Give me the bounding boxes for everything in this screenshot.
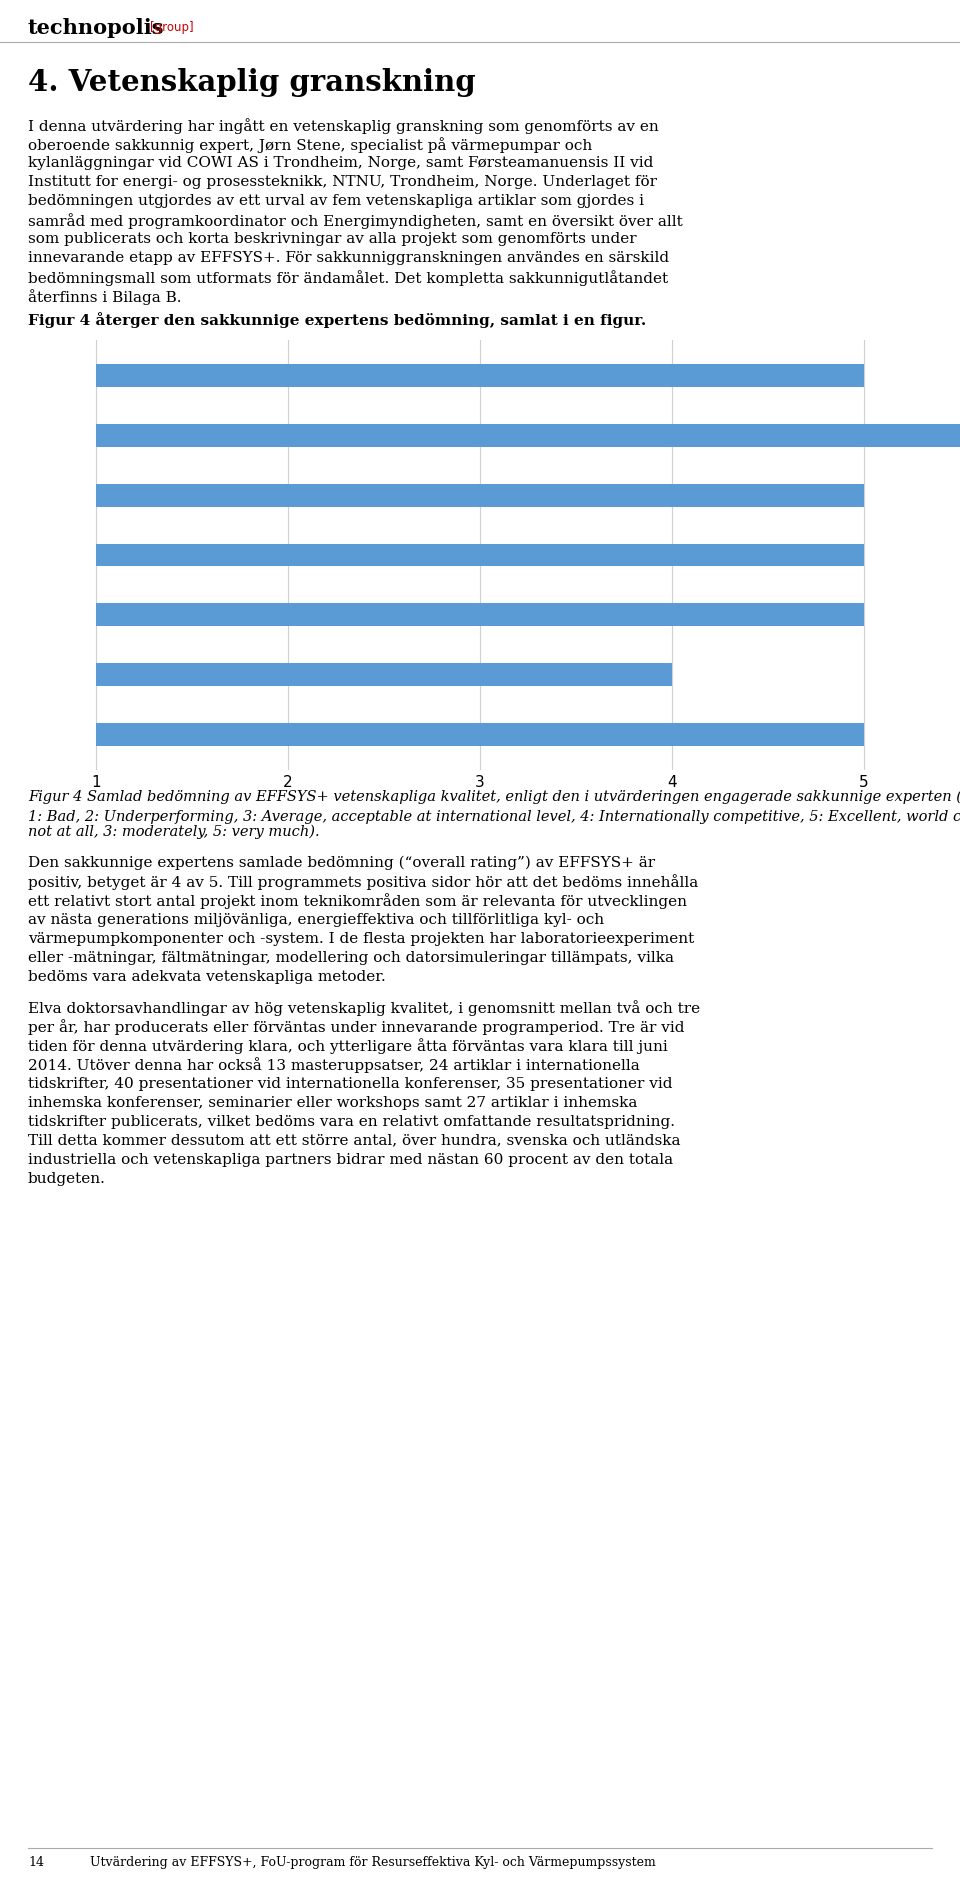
Bar: [96, 364, 864, 386]
Text: värmepumpkomponenter och -system. I de flesta projekten har laboratorieexperimen: värmepumpkomponenter och -system. I de f…: [28, 931, 694, 946]
Text: per år, har producerats eller förväntas under innevarande programperiod. Tre är : per år, har producerats eller förväntas …: [28, 1020, 684, 1035]
Text: Institutt for energi- og prosessteknikk, NTNU, Trondheim, Norge. Underlaget för: Institutt for energi- og prosessteknikk,…: [28, 175, 657, 189]
Text: 1: Bad, 2: Underperforming, 3: Average, acceptable at international level, 4: In: 1: Bad, 2: Underperforming, 3: Average, …: [28, 807, 960, 824]
Text: Figur 4 Samlad bedömning av EFFSYS+ vetenskapliga kvalitet, enligt den i utvärde: Figur 4 Samlad bedömning av EFFSYS+ vete…: [28, 788, 960, 803]
Text: tiden för denna utvärdering klara, och ytterligare åtta förväntas vara klara til: tiden för denna utvärdering klara, och y…: [28, 1039, 668, 1054]
Text: Den sakkunnige expertens samlade bedömning (“overall rating”) av EFFSYS+ är: Den sakkunnige expertens samlade bedömni…: [28, 856, 655, 869]
Text: not at all, 3: moderately, 5: very much).: not at all, 3: moderately, 5: very much)…: [28, 826, 320, 839]
Bar: [96, 722, 864, 745]
Text: som publicerats och korta beskrivningar av alla projekt som genomförts under: som publicerats och korta beskrivningar …: [28, 232, 636, 247]
Text: Till detta kommer dessutom att ett större antal, över hundra, svenska och utländ: Till detta kommer dessutom att ett störr…: [28, 1133, 681, 1148]
Text: bedömningsmall som utformats för ändamålet. Det kompletta sakkunnigutlåtandet: bedömningsmall som utformats för ändamål…: [28, 270, 668, 287]
Bar: [96, 543, 864, 566]
Text: 4. Vetenskaplig granskning: 4. Vetenskaplig granskning: [28, 68, 475, 96]
Text: ett relativt stort antal projekt inom teknikområden som är relevanta för utveckl: ett relativt stort antal projekt inom te…: [28, 893, 687, 909]
Text: bedöms vara adekvata vetenskapliga metoder.: bedöms vara adekvata vetenskapliga metod…: [28, 969, 386, 984]
Text: 14: 14: [28, 1857, 44, 1870]
Text: budgeten.: budgeten.: [28, 1171, 106, 1186]
Text: eller -mätningar, fältmätningar, modellering och datorsimuleringar tillämpats, v: eller -mätningar, fältmätningar, modelle…: [28, 950, 674, 965]
Text: Utvärdering av EFFSYS+, FoU-program för Resurseffektiva Kyl- och Värmepumpssyste: Utvärdering av EFFSYS+, FoU-program för …: [90, 1857, 656, 1870]
Text: återfinns i Bilaga B.: återfinns i Bilaga B.: [28, 288, 181, 305]
Text: [group]: [group]: [150, 21, 194, 34]
Text: Elva doktorsavhandlingar av hög vetenskaplig kvalitet, i genomsnitt mellan två o: Elva doktorsavhandlingar av hög vetenska…: [28, 1001, 700, 1016]
Text: kylanläggningar vid COWI AS i Trondheim, Norge, samt Førsteamanuensis II vid: kylanläggningar vid COWI AS i Trondheim,…: [28, 156, 654, 170]
Bar: [96, 664, 672, 686]
Bar: [96, 424, 960, 447]
Text: 2014. Utöver denna har också 13 masteruppsatser, 24 artiklar i internationella: 2014. Utöver denna har också 13 masterup…: [28, 1057, 639, 1073]
Text: oberoende sakkunnig expert, Jørn Stene, specialist på värmepumpar och: oberoende sakkunnig expert, Jørn Stene, …: [28, 138, 592, 153]
Text: av nästa generations miljövänliga, energieffektiva och tillförlitliga kyl- och: av nästa generations miljövänliga, energ…: [28, 912, 604, 927]
Text: I denna utvärdering har ingått en vetenskaplig granskning som genomförts av en: I denna utvärdering har ingått en vetens…: [28, 119, 659, 134]
Text: Figur 4 återger den sakkunnige expertens bedömning, samlat i en figur.: Figur 4 återger den sakkunnige expertens…: [28, 313, 646, 328]
Bar: [96, 484, 864, 507]
Bar: [96, 603, 864, 626]
Text: technopolis: technopolis: [28, 19, 164, 38]
Text: positiv, betyget är 4 av 5. Till programmets positiva sidor hör att det bedöms i: positiv, betyget är 4 av 5. Till program…: [28, 875, 698, 890]
Text: tidskrifter, 40 presentationer vid internationella konferenser, 35 presentatione: tidskrifter, 40 presentationer vid inter…: [28, 1076, 673, 1091]
Text: tidskrifter publicerats, vilket bedöms vara en relativt omfattande resultatsprid: tidskrifter publicerats, vilket bedöms v…: [28, 1114, 675, 1129]
Text: samråd med programkoordinator och Energimyndigheten, samt en översikt över allt: samråd med programkoordinator och Energi…: [28, 213, 683, 228]
Text: innevarande etapp av EFFSYS+. För sakkunniggranskningen användes en särskild: innevarande etapp av EFFSYS+. För sakkun…: [28, 251, 669, 266]
Text: industriella och vetenskapliga partners bidrar med nästan 60 procent av den tota: industriella och vetenskapliga partners …: [28, 1152, 673, 1167]
Text: inhemska konferenser, seminarier eller workshops samt 27 artiklar i inhemska: inhemska konferenser, seminarier eller w…: [28, 1095, 637, 1110]
Text: bedömningen utgjordes av ett urval av fem vetenskapliga artiklar som gjordes i: bedömningen utgjordes av ett urval av fe…: [28, 194, 644, 207]
